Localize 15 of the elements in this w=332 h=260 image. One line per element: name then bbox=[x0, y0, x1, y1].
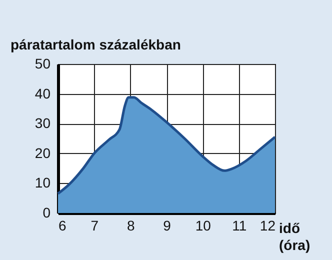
y-tick-label: 40 bbox=[34, 85, 51, 102]
y-tick-label: 0 bbox=[42, 204, 51, 220]
x-axis-title: idő (óra) bbox=[279, 220, 310, 253]
x-tick-label: 10 bbox=[195, 218, 212, 234]
x-tick-label: 8 bbox=[126, 218, 135, 234]
y-tick-label: 50 bbox=[34, 56, 51, 72]
x-tick-label: 12 bbox=[260, 218, 276, 234]
x-tick-label: 6 bbox=[58, 218, 66, 234]
y-axis-title: páratartalom százalékban bbox=[10, 36, 181, 52]
y-tick-label: 30 bbox=[34, 115, 51, 132]
x-tick-label: 7 bbox=[90, 218, 99, 234]
y-tick-label: 10 bbox=[34, 174, 51, 191]
x-tick-label: 9 bbox=[163, 218, 172, 234]
y-tick-label: 20 bbox=[34, 144, 51, 161]
x-tick-label: 11 bbox=[232, 218, 247, 234]
